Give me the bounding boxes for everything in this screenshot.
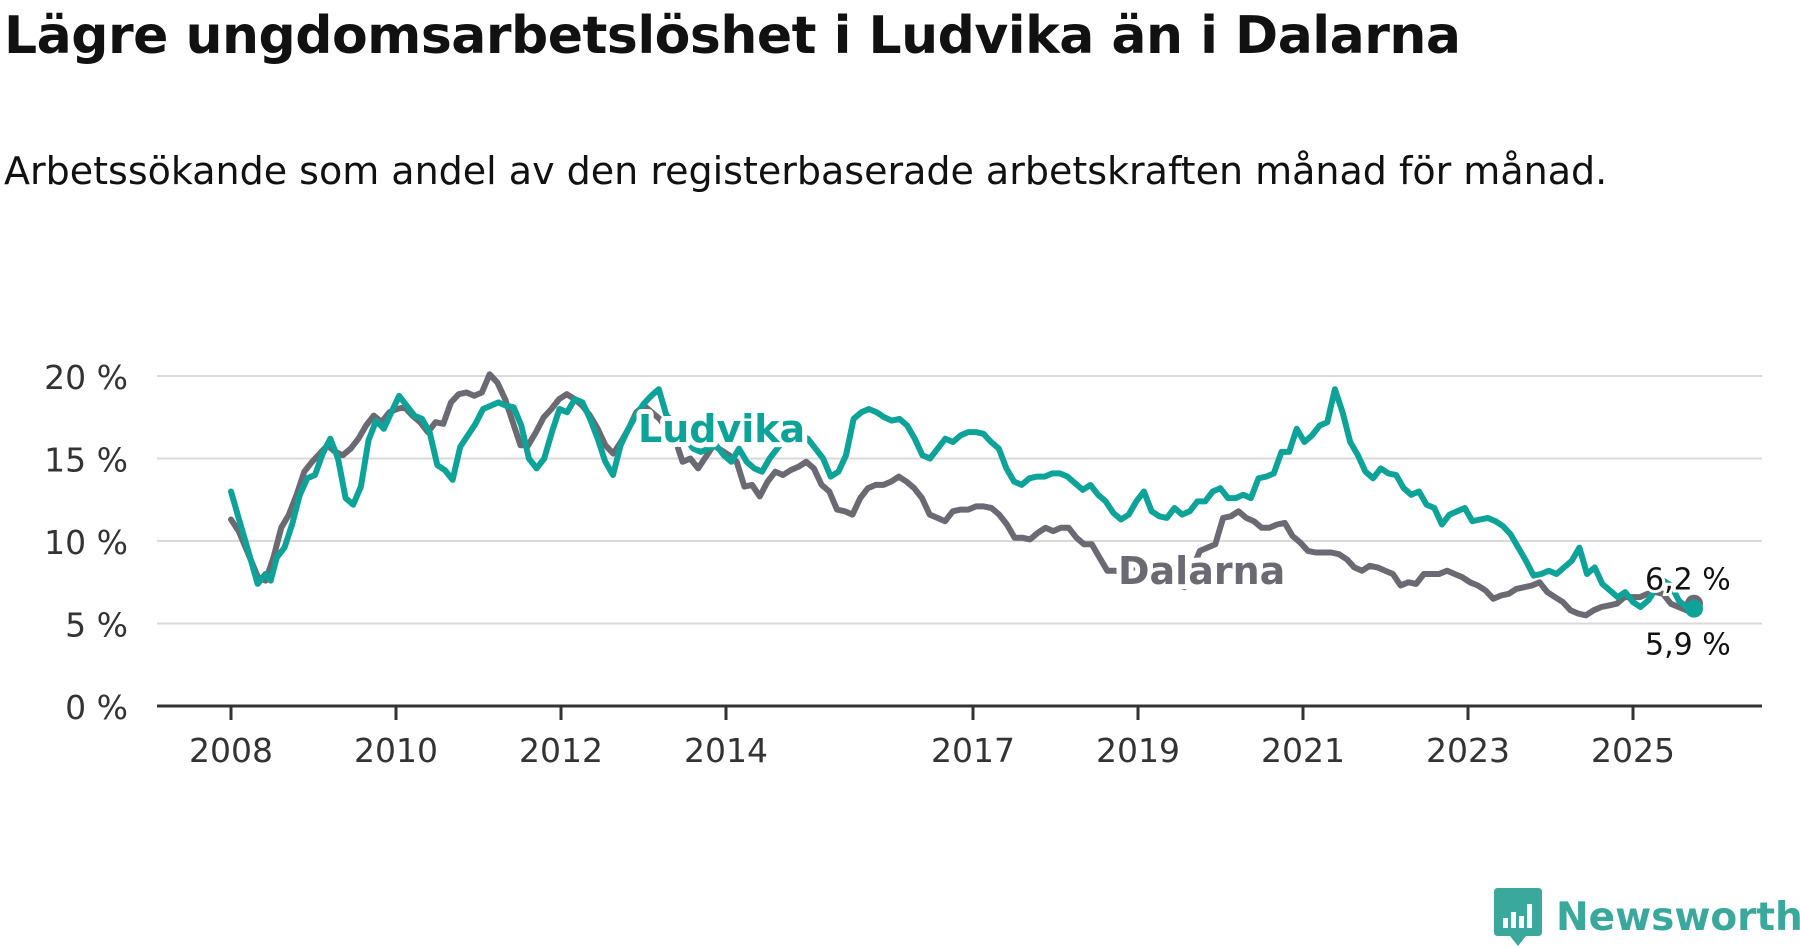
x-tick-label: 2014 (684, 731, 768, 770)
newsworthy-logo-text: Newsworthy (1556, 894, 1800, 940)
series-end-point-ludvika (1685, 599, 1703, 618)
x-tick-label: 2019 (1096, 731, 1180, 770)
x-axis: 2008 2010 2012 2014 2017 2019 2021 2023 2025 (157, 704, 1762, 770)
series-line-ludvika (228, 386, 1697, 612)
x-tick-label: 2025 (1591, 731, 1675, 770)
newsworthy-logo: Newsworthy (1494, 888, 1800, 946)
gridlines (157, 375, 1762, 625)
x-tick-label: 2010 (354, 731, 438, 770)
series-end-value-dalarna: 6,2 % (1645, 563, 1731, 598)
x-tick-label: 2021 (1261, 731, 1345, 770)
y-axis-tick-labels: 0 % 5 % 10 % 15 % 20 % (44, 358, 128, 727)
newsworthy-logo-icon (1494, 888, 1542, 946)
x-tick-label: 2012 (519, 731, 603, 770)
series-end-value-ludvika: 5,9 % (1645, 628, 1731, 663)
series-labels: Dalarna 6,2 % Ludvika 5,9 % (633, 402, 1734, 666)
y-tick-label: 10 % (44, 523, 128, 562)
series-lines (228, 371, 1703, 619)
y-tick-label: 15 % (44, 441, 128, 480)
chart-subtitle: Arbetssökande som andel av den registerb… (4, 149, 1608, 193)
chart-title: Lägre ungdomsarbetslöshet i Ludvika än i… (4, 6, 1461, 66)
y-tick-label: 0 % (65, 688, 128, 727)
series-name-label-ludvika: Ludvika (638, 407, 805, 451)
series-line-dalarna (228, 371, 1697, 619)
x-tick-label: 2023 (1426, 731, 1510, 770)
y-tick-label: 20 % (44, 358, 128, 397)
x-tick-label: 2008 (189, 731, 273, 770)
x-tick-label: 2017 (931, 731, 1015, 770)
series-name-label-dalarna: Dalarna (1118, 549, 1285, 593)
y-tick-label: 5 % (65, 606, 128, 645)
